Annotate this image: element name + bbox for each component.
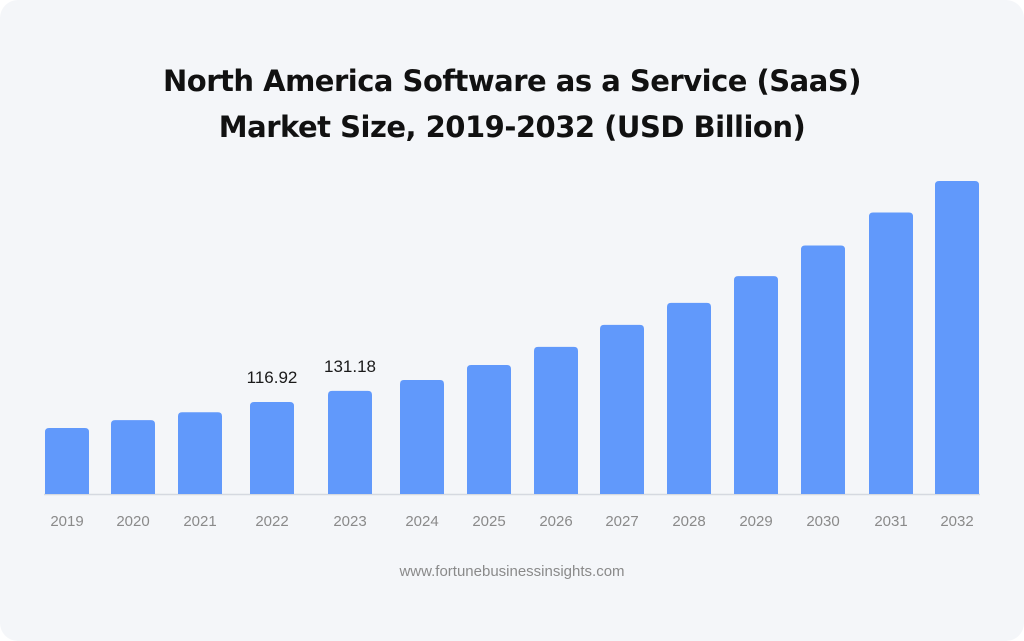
bar-2022 (250, 402, 294, 494)
bar-2023 (328, 390, 372, 494)
x-tick-label: 2024 (405, 513, 438, 530)
bar-2021 (178, 412, 222, 494)
x-tick-label: 2023 (333, 513, 366, 530)
data-label-2023: 131.18 (324, 357, 376, 376)
chart-title-line-1: North America Software as a Service (Saa… (163, 64, 861, 98)
bar-2028 (667, 302, 711, 494)
x-tick-label: 2031 (874, 513, 907, 530)
bar-2032 (935, 181, 979, 494)
bar-2025 (467, 365, 511, 494)
bar-2027 (600, 324, 644, 494)
x-tick-label: 2026 (539, 513, 572, 530)
source-url: www.fortunebusinessinsights.com (399, 563, 625, 580)
x-tick-label: 2029 (739, 513, 772, 530)
x-tick-label: 2022 (255, 513, 288, 530)
x-tick-label: 2019 (50, 513, 83, 530)
bar-2029 (734, 276, 778, 494)
x-tick-label: 2028 (672, 513, 705, 530)
data-label-2022: 116.92 (247, 368, 298, 387)
x-tick-label: 2032 (940, 513, 973, 530)
bar-2030 (801, 245, 845, 494)
chart-title-line-2: Market Size, 2019-2032 (USD Billion) (218, 110, 806, 144)
bar-2024 (400, 379, 444, 494)
bar-2026 (534, 346, 578, 494)
x-tick-label: 2027 (605, 513, 638, 530)
bar-2031 (869, 212, 913, 495)
x-tick-label: 2021 (183, 513, 216, 530)
bar-2019 (45, 427, 89, 494)
x-tick-label: 2025 (472, 513, 505, 530)
bar-2020 (111, 420, 155, 494)
x-tick-label: 2020 (116, 513, 149, 530)
x-tick-label: 2030 (806, 513, 839, 530)
